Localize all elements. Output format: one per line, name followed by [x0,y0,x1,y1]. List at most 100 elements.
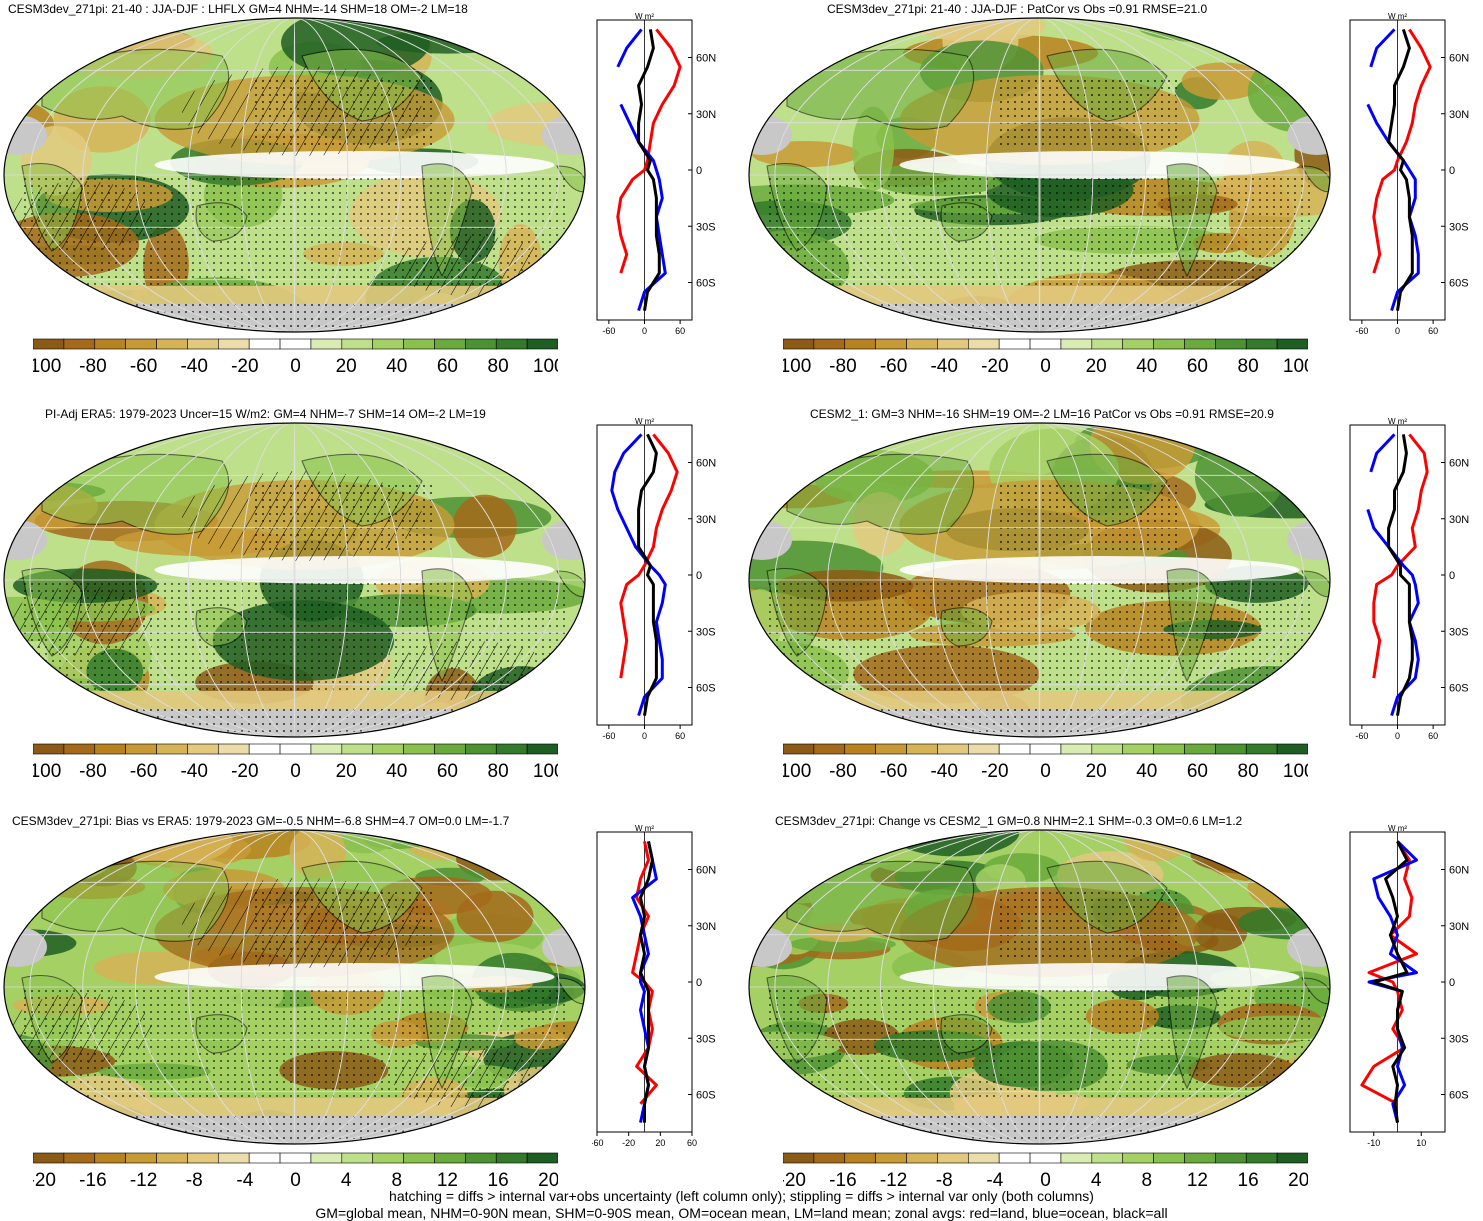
zonal-series-all [639,841,654,1123]
world-map [3,829,586,1145]
colorbar-swatch [967,743,1000,755]
zonal-x-tick-label: -60 [1355,326,1368,334]
colorbar-tick-label: -8 [936,1170,953,1191]
colorbar-swatch [1245,1152,1278,1164]
colorbar-tick-label: -40 [930,761,957,782]
zonal-lat-tick-label: 30S [1449,1033,1469,1045]
colorbar-swatch [1091,338,1124,350]
colorbar-swatch [526,1152,558,1164]
zonal-lat-tick-label: 60N [696,458,716,470]
colorbar: -100 -80 -60 -40 -20 0 20 40 60 80 100 [33,338,558,377]
zonal-mean-plot: W m² 60N 30N 0 30S 60S -60 0 60 [596,417,716,739]
zonal-x-tick-label: 10 [1416,1138,1426,1146]
world-map [748,17,1331,333]
colorbar-tick-label: 40 [1136,356,1157,377]
colorbar-tick-label: 20 [1086,761,1107,782]
zonal-lat-tick-label: 60N [1449,458,1469,470]
colorbar-tick-label: -40 [180,761,207,782]
colorbar-swatch [217,338,250,350]
colorbar-swatch [94,1152,126,1164]
panel-title: CESM3dev_271pi: 21-40 : JJA-DJF : LHFLX … [8,2,468,16]
colorbar-swatch [875,338,907,350]
colorbar-swatch [495,1152,528,1164]
colorbar-tick-label: 20 [538,1170,558,1191]
colorbar-swatch [813,743,846,755]
panel-5: CESM3dev_271pi: Bias vs ERA5: 1979-2023 … [0,812,740,1191]
zonal-x-tick-label: -60 [592,1138,604,1146]
colorbar: -20 -16 -12 -8 -4 0 4 8 12 16 20 [33,1152,558,1191]
colorbar-swatch [1029,743,1062,755]
colorbar-swatch [1029,338,1062,350]
colorbar-tick-label: 100 [1283,761,1308,782]
panel-title: CESM3dev_271pi: Bias vs ERA5: 1979-2023 … [12,814,510,828]
zonal-x-tick-label: 60 [1428,326,1438,334]
zonal-x-tick-label: -60 [602,326,615,334]
colorbar-swatch [372,743,404,755]
colorbar-swatch [906,338,938,350]
colorbar-swatch [156,1152,188,1164]
colorbar-swatch [1091,743,1124,755]
colorbar-tick-label: 4 [1091,1170,1102,1191]
zonal-x-tick-label: 60 [675,326,685,334]
colorbar-swatch [1245,743,1278,755]
colorbar-swatch [813,1152,846,1164]
colorbar-swatch [403,338,435,350]
zonal-series-ocean [1367,840,1418,1123]
zonal-lat-tick-label: 30N [696,921,716,933]
colorbar-tick-label: -8 [186,1170,203,1191]
colorbar-tick-label: -12 [880,1170,907,1191]
colorbar-swatch [434,743,466,755]
colorbar-tick-label: 80 [1238,761,1259,782]
colorbar-swatch [844,743,876,755]
colorbar-swatch [1276,1152,1308,1164]
colorbar-swatch [372,1152,404,1164]
colorbar-tick-label: 8 [392,1170,403,1191]
zonal-series-land [1372,28,1432,274]
colorbar-tick-label: 80 [1238,356,1259,377]
zonal-lat-tick-label: 30N [1449,514,1469,526]
colorbar-tick-label: 80 [488,356,509,377]
colorbar-swatch [187,1152,219,1164]
world-map [3,17,586,333]
zonal-mean-plot: W m² 60N 30N 0 30S 60S -60 0 60 [1349,12,1469,334]
colorbar-tick-label: 16 [1238,1170,1259,1191]
colorbar-swatch [1184,1152,1216,1164]
colorbar-swatch [1276,338,1308,350]
colorbar-tick-label: 0 [290,1170,301,1191]
colorbar-swatch [1060,338,1093,350]
zonal-lat-tick-label: 30S [1449,221,1469,233]
colorbar-tick-label: -100 [33,761,61,782]
zonal-series-all [637,433,658,716]
colorbar-swatch [63,1152,96,1164]
colorbar-swatch [937,743,969,755]
zonal-x-tick-label: -10 [1367,1138,1380,1146]
zonal-series-land [619,433,679,679]
footer-note-hatching: hatching = diffs > internal var+obs unce… [389,1188,1094,1204]
colorbar-swatch [217,743,250,755]
colorbar-swatch [937,1152,969,1164]
colorbar-swatch [248,743,281,755]
colorbar-tick-label: -20 [33,1170,56,1191]
zonal-lat-tick-label: 60S [1449,278,1469,290]
zonal-x-tick-label: 0 [1395,731,1400,739]
colorbar-swatch [465,1152,497,1164]
colorbar-swatch [310,1152,343,1164]
colorbar-swatch [906,743,938,755]
colorbar-tick-label: -100 [783,356,811,377]
zonal-unit-label: W m² [635,824,654,833]
colorbar-tick-label: -60 [880,356,907,377]
zonal-unit-label: W m² [1388,824,1407,833]
zonal-mean-plot: W m² 60N 30N 0 30S 60S -60 0 60 [596,12,716,334]
colorbar-tick-label: 0 [1040,1170,1051,1191]
colorbar-swatch [783,338,815,350]
zonal-x-tick-label: 20 [655,1138,665,1146]
colorbar-swatch [372,338,404,350]
colorbar-swatch [1153,338,1185,350]
colorbar-swatch [1215,1152,1247,1164]
colorbar-swatch [94,743,126,755]
zonal-lat-tick-label: 60N [1449,53,1469,65]
panel-3: PI-Adj ERA5: 1979-2023 Uncer=15 W/m2: GM… [0,405,740,805]
zonal-lat-tick-label: 60N [1449,865,1469,877]
colorbar-swatch [125,1152,157,1164]
colorbar-swatch [403,1152,435,1164]
